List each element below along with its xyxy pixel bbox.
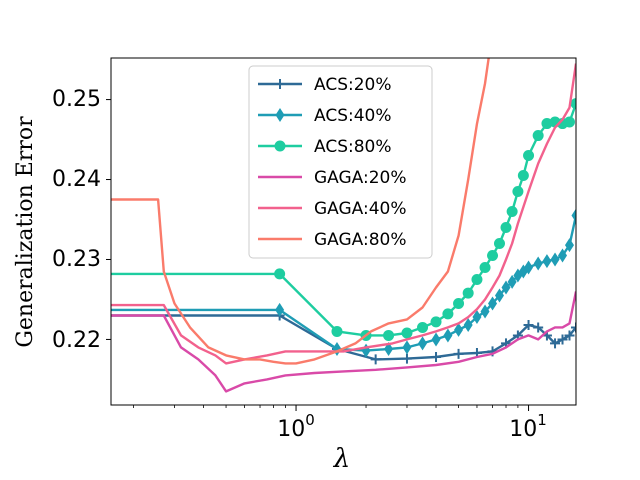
legend-label: GAGA:80%	[314, 230, 407, 250]
data-point	[401, 353, 412, 364]
data-point	[563, 116, 575, 128]
legend-entry-4: GAGA:40%	[258, 199, 407, 219]
data-point	[402, 340, 412, 355]
series-line-4	[111, 63, 576, 365]
x-tick-label-0: 100	[277, 411, 315, 442]
data-point	[443, 328, 453, 343]
series-acs-80-	[111, 98, 576, 341]
series-line-0	[111, 314, 576, 361]
series-line-5	[111, 58, 490, 365]
series-layer	[111, 58, 576, 393]
data-point	[493, 237, 505, 249]
y-tick-label-3: 0.25	[52, 87, 101, 112]
plot-frame	[110, 57, 577, 406]
data-point	[570, 98, 576, 110]
data-point	[558, 248, 568, 263]
data-point	[550, 252, 560, 267]
series-line-3	[111, 291, 576, 393]
series-gaga-80-	[111, 58, 490, 365]
data-point	[453, 348, 464, 359]
series-gaga-40-	[111, 63, 576, 365]
data-point	[480, 304, 490, 319]
data-point	[564, 238, 574, 253]
data-point	[442, 308, 454, 320]
data-point	[571, 322, 576, 333]
data-point	[523, 150, 535, 162]
data-point	[274, 268, 286, 280]
data-point	[431, 352, 442, 363]
data-point	[430, 316, 442, 328]
data-point	[431, 332, 441, 347]
legend-marker	[275, 79, 285, 89]
data-point	[506, 206, 518, 218]
data-point	[564, 330, 575, 341]
data-point	[500, 222, 512, 234]
series-acs-40-	[111, 208, 576, 358]
data-point	[571, 208, 576, 223]
legend-entries: ACS:20% ACS:40% ACS:80% GAGA:20% GAGA:40% GAG…	[258, 75, 407, 250]
data-point	[453, 297, 465, 309]
legend-marker	[274, 140, 286, 152]
data-point	[384, 342, 394, 357]
data-point	[472, 310, 482, 325]
data-point	[517, 170, 529, 182]
data-point	[542, 254, 552, 269]
x-tick-label-1: 101	[509, 411, 547, 442]
legend-label: ACS:20%	[314, 75, 392, 95]
legend-label: GAGA:40%	[314, 199, 407, 219]
legend-entry-3: GAGA:20%	[258, 168, 407, 188]
legend: ACS:20% ACS:40% ACS:80% GAGA:20% GAGA:40% GAG…	[248, 65, 433, 259]
data-point	[479, 261, 491, 273]
data-point	[471, 273, 483, 285]
x-tick-label-0-base: 10	[277, 417, 305, 442]
data-point	[523, 320, 534, 331]
legend-label: ACS:40%	[314, 106, 392, 126]
data-point	[370, 354, 381, 365]
legend-label: GAGA:20%	[314, 168, 407, 188]
x-tick-label-0-exp: 0	[305, 411, 315, 429]
data-point	[401, 327, 413, 339]
data-point	[507, 274, 517, 289]
legend-marker	[275, 108, 285, 122]
data-point	[488, 296, 498, 311]
data-point	[454, 322, 464, 337]
data-point	[532, 130, 544, 142]
data-point	[417, 321, 429, 333]
y-tick-label-2: 0.24	[52, 167, 101, 192]
data-point	[550, 338, 561, 349]
y-tick-label-0: 0.22	[52, 328, 101, 353]
y-axis-label: Generalization Error	[13, 116, 38, 348]
data-point	[463, 318, 473, 333]
data-point	[331, 325, 343, 337]
data-point	[462, 287, 474, 299]
data-point	[512, 186, 524, 198]
data-point	[524, 260, 534, 275]
data-point	[275, 302, 285, 317]
legend-entry-1: ACS:40%	[258, 106, 392, 126]
x-axis-label: λ	[333, 444, 350, 474]
legend-entry-5: GAGA:80%	[258, 230, 407, 250]
data-point	[557, 334, 568, 345]
data-point	[501, 280, 511, 295]
data-point	[487, 249, 499, 261]
data-point	[418, 336, 428, 351]
series-acs-20-	[111, 310, 576, 365]
ticks-layer	[106, 99, 530, 411]
series-gaga-20-	[111, 291, 576, 393]
data-point	[383, 329, 395, 341]
y-tick-label-1: 0.23	[52, 247, 101, 272]
data-point	[533, 256, 543, 271]
legend-label: ACS:80%	[314, 137, 392, 157]
legend-entry-2: ACS:80%	[258, 137, 392, 157]
x-tick-label-1-exp: 1	[537, 411, 547, 429]
legend-entry-0: ACS:20%	[258, 75, 392, 95]
data-point	[533, 322, 544, 333]
data-point	[494, 288, 504, 303]
x-tick-label-1-base: 10	[509, 417, 537, 442]
